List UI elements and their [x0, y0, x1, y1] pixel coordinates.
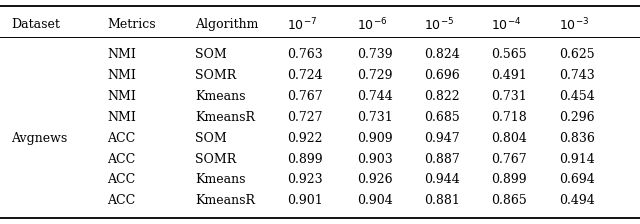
Text: 0.454: 0.454 — [559, 90, 595, 103]
Text: 0.903: 0.903 — [357, 153, 393, 166]
Text: NMI: NMI — [108, 111, 136, 124]
Text: Metrics: Metrics — [108, 18, 156, 31]
Text: Algorithm: Algorithm — [195, 18, 259, 31]
Text: 0.824: 0.824 — [424, 48, 460, 61]
Text: ACC: ACC — [108, 194, 136, 207]
Text: Dataset: Dataset — [12, 18, 60, 31]
Text: 0.926: 0.926 — [357, 173, 393, 186]
Text: 0.922: 0.922 — [287, 132, 322, 145]
Text: 0.731: 0.731 — [491, 90, 527, 103]
Text: 0.743: 0.743 — [559, 69, 595, 82]
Text: SOM: SOM — [195, 48, 227, 61]
Text: 0.696: 0.696 — [424, 69, 460, 82]
Text: 0.836: 0.836 — [559, 132, 595, 145]
Text: ACC: ACC — [108, 132, 136, 145]
Text: NMI: NMI — [108, 90, 136, 103]
Text: 0.694: 0.694 — [559, 173, 595, 186]
Text: SOM: SOM — [195, 132, 227, 145]
Text: $10^{-6}$: $10^{-6}$ — [357, 16, 387, 33]
Text: 0.947: 0.947 — [424, 132, 460, 145]
Text: 0.685: 0.685 — [424, 111, 460, 124]
Text: 0.744: 0.744 — [357, 90, 393, 103]
Text: 0.727: 0.727 — [287, 111, 322, 124]
Text: SOMR: SOMR — [195, 69, 236, 82]
Text: 0.494: 0.494 — [559, 194, 595, 207]
Text: 0.763: 0.763 — [287, 48, 323, 61]
Text: 0.901: 0.901 — [287, 194, 323, 207]
Text: 0.822: 0.822 — [424, 90, 460, 103]
Text: 0.923: 0.923 — [287, 173, 323, 186]
Text: 0.899: 0.899 — [491, 173, 527, 186]
Text: Avgnews: Avgnews — [12, 132, 68, 145]
Text: 0.625: 0.625 — [559, 48, 595, 61]
Text: $10^{-4}$: $10^{-4}$ — [491, 16, 521, 33]
Text: ACC: ACC — [108, 153, 136, 166]
Text: $10^{-7}$: $10^{-7}$ — [287, 16, 317, 33]
Text: 0.729: 0.729 — [357, 69, 392, 82]
Text: 0.767: 0.767 — [287, 90, 323, 103]
Text: 0.491: 0.491 — [491, 69, 527, 82]
Text: 0.899: 0.899 — [287, 153, 323, 166]
Text: 0.909: 0.909 — [357, 132, 393, 145]
Text: Kmeans: Kmeans — [195, 173, 246, 186]
Text: 0.718: 0.718 — [491, 111, 527, 124]
Text: NMI: NMI — [108, 69, 136, 82]
Text: 0.865: 0.865 — [491, 194, 527, 207]
Text: Kmeans: Kmeans — [195, 90, 246, 103]
Text: 0.944: 0.944 — [424, 173, 460, 186]
Text: 0.914: 0.914 — [559, 153, 595, 166]
Text: 0.804: 0.804 — [491, 132, 527, 145]
Text: NMI: NMI — [108, 48, 136, 61]
Text: 0.767: 0.767 — [491, 153, 527, 166]
Text: KmeansR: KmeansR — [195, 194, 255, 207]
Text: SOMR: SOMR — [195, 153, 236, 166]
Text: 0.881: 0.881 — [424, 194, 460, 207]
Text: 0.724: 0.724 — [287, 69, 323, 82]
Text: 0.565: 0.565 — [491, 48, 527, 61]
Text: ACC: ACC — [108, 173, 136, 186]
Text: $10^{-5}$: $10^{-5}$ — [424, 16, 454, 33]
Text: 0.739: 0.739 — [357, 48, 393, 61]
Text: 0.731: 0.731 — [357, 111, 393, 124]
Text: 0.887: 0.887 — [424, 153, 460, 166]
Text: 0.904: 0.904 — [357, 194, 393, 207]
Text: $10^{-3}$: $10^{-3}$ — [559, 16, 589, 33]
Text: 0.296: 0.296 — [559, 111, 595, 124]
Text: KmeansR: KmeansR — [195, 111, 255, 124]
